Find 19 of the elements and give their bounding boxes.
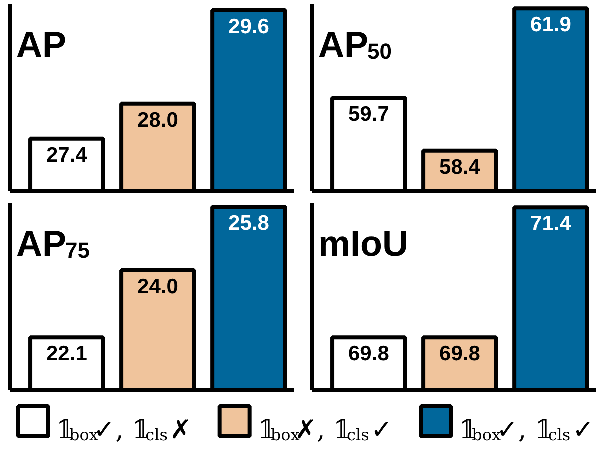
category-label: 𝟙box✓, 𝟙cls✓ [459, 416, 595, 446]
data-label: 29.6 [228, 15, 270, 38]
data-label: 28.0 [138, 108, 178, 132]
data-label: 58.4 [440, 156, 481, 179]
data-label: 25.8 [228, 212, 270, 236]
text: AP50 [318, 24, 392, 65]
data-label: 61.9 [530, 14, 572, 37]
data-label: 69.8 [440, 342, 481, 366]
data-label: 59.7 [348, 103, 390, 126]
data-label: 71.4 [530, 212, 572, 236]
text: AP75 [16, 223, 90, 264]
category-label: 𝟙box✗, 𝟙cls✓ [258, 416, 394, 446]
text: mIoU [318, 223, 408, 264]
data-label: 22.1 [46, 342, 88, 366]
data-label: 24.0 [138, 276, 178, 299]
data-label: 27.4 [46, 144, 88, 167]
data-label: 69.8 [348, 342, 390, 366]
category-label: 𝟙box✓, 𝟙cls✗ [56, 416, 192, 446]
text: AP [16, 24, 67, 65]
